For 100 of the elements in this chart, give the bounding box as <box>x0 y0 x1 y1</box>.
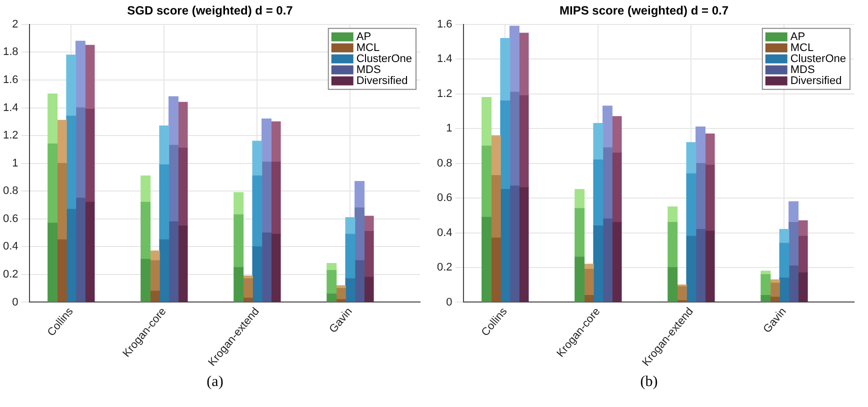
legend-label: MCL <box>790 42 814 54</box>
bar <box>612 152 622 223</box>
legend-label: Diversified <box>790 74 842 87</box>
bar <box>159 125 170 166</box>
y-tick-label: 0.6 <box>436 192 452 204</box>
bar <box>798 272 808 302</box>
y-tick-label: 0 <box>12 296 18 308</box>
bar <box>66 208 76 302</box>
bar <box>364 216 374 232</box>
legend-label: MDS <box>790 64 815 76</box>
y-tick-label: 0.4 <box>2 240 18 253</box>
bar <box>66 54 76 116</box>
bar <box>704 230 715 302</box>
bar <box>490 135 501 176</box>
bar <box>602 147 612 220</box>
bar <box>760 294 771 302</box>
y-tick-label: 0.2 <box>2 268 18 280</box>
bar <box>500 189 510 302</box>
bar <box>686 173 696 237</box>
bar <box>345 217 356 234</box>
bar <box>84 108 95 203</box>
legend-label: ClusterOne <box>790 52 846 65</box>
bar <box>178 102 188 148</box>
bar <box>178 226 188 302</box>
bar <box>168 96 178 146</box>
bar <box>668 267 678 302</box>
bar <box>788 222 799 266</box>
chart-title: SGD score (weighted) d = 0.7 <box>127 4 294 18</box>
bar <box>788 201 799 223</box>
bar <box>668 206 678 223</box>
bar <box>612 116 622 154</box>
y-tick-label: 0.8 <box>436 157 452 170</box>
bar <box>779 242 790 278</box>
bar <box>354 260 365 302</box>
legend-label: AP <box>790 30 806 43</box>
bar <box>262 232 272 302</box>
y-tick-label: 1.4 <box>436 53 452 66</box>
legend-label: MDS <box>356 64 381 76</box>
bar <box>509 186 520 302</box>
bar <box>345 278 356 302</box>
bar <box>798 236 808 274</box>
bar <box>48 222 58 302</box>
y-tick-label: 0 <box>446 296 452 308</box>
y-tick-label: 1.6 <box>2 74 18 86</box>
bar <box>140 175 151 203</box>
bar <box>509 26 520 92</box>
bar <box>66 116 76 210</box>
bar <box>779 278 790 302</box>
bar <box>704 164 715 232</box>
y-tick-label: 2 <box>12 18 18 30</box>
bar <box>500 100 510 190</box>
bar <box>84 44 95 110</box>
bar <box>242 298 253 302</box>
bar <box>509 92 520 186</box>
legend-label: Diversified <box>356 74 408 87</box>
bar <box>270 121 281 162</box>
bar <box>56 162 67 240</box>
bar <box>482 146 492 218</box>
bar <box>326 263 337 271</box>
bar <box>574 189 585 209</box>
y-tick-label: 0.6 <box>2 212 18 225</box>
bar <box>584 268 594 296</box>
bar <box>168 144 178 222</box>
bar <box>159 164 170 240</box>
chart-title: MIPS score (weighted) d = 0.7 <box>559 4 729 18</box>
bar <box>262 162 272 234</box>
bar <box>84 202 95 302</box>
bar <box>584 294 594 302</box>
bar <box>150 290 160 302</box>
bar <box>482 97 492 146</box>
bar <box>482 216 492 302</box>
bar <box>612 222 622 302</box>
bar <box>48 144 58 224</box>
bar <box>704 133 715 166</box>
bar <box>178 148 188 226</box>
bar <box>150 260 160 292</box>
bar <box>75 198 86 302</box>
bar <box>668 222 678 268</box>
bar <box>336 299 346 302</box>
legend-label: AP <box>356 30 372 43</box>
y-tick-label: 1.4 <box>2 102 18 114</box>
bar <box>593 160 604 226</box>
bar <box>140 258 151 302</box>
bar <box>696 162 706 230</box>
bar <box>56 120 67 164</box>
bar <box>686 142 696 174</box>
legend-label: MCL <box>356 42 380 54</box>
bar <box>798 220 808 237</box>
bar <box>326 270 337 294</box>
text: (b) <box>639 373 659 392</box>
bar <box>75 107 86 198</box>
y-tick-label: 0.4 <box>436 226 452 239</box>
bar <box>140 202 151 260</box>
bar <box>234 192 244 216</box>
bar <box>354 181 365 208</box>
bar <box>686 236 696 302</box>
bar <box>354 207 365 261</box>
bar <box>602 106 612 148</box>
bar <box>252 246 262 302</box>
legend-label: ClusterOne <box>356 52 412 65</box>
